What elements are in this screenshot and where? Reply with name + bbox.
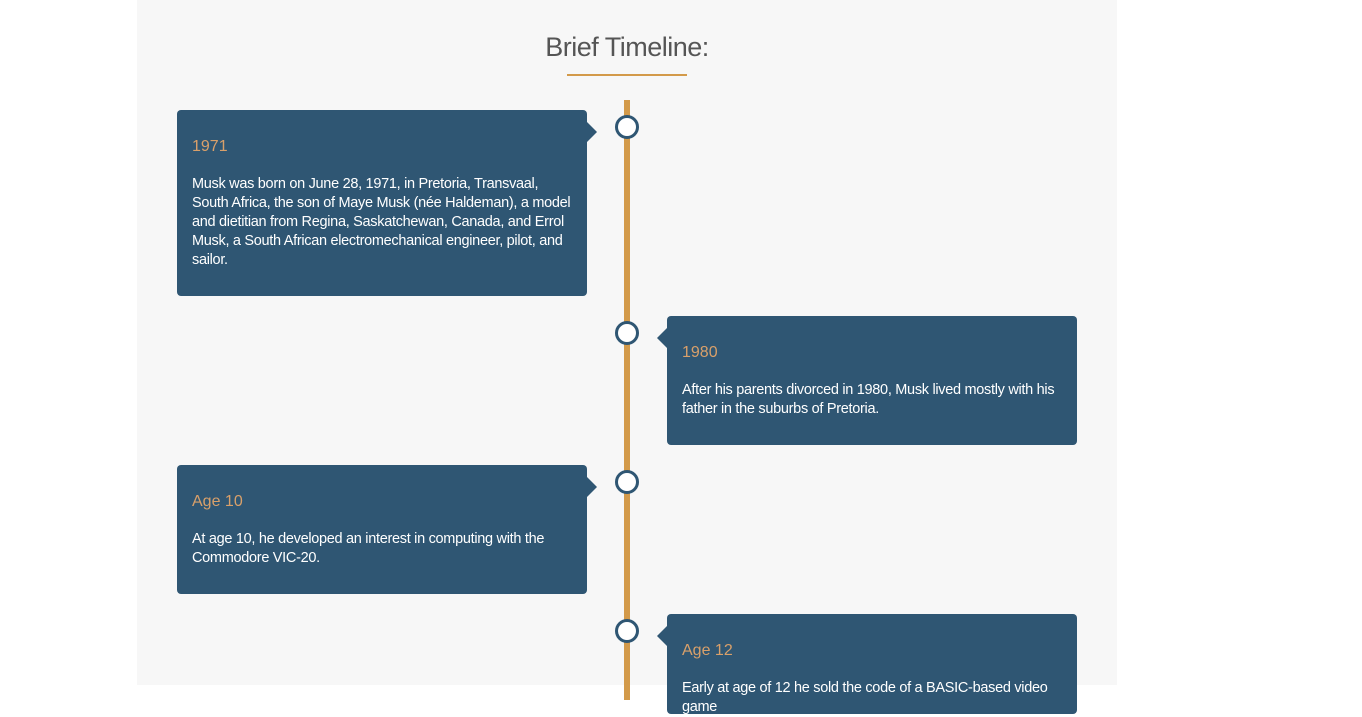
event-year: Age 10	[192, 493, 243, 510]
event-text: After his parents divorced in 1980, Musk…	[682, 382, 1055, 417]
event-text: At age 10, he developed an interest in c…	[192, 531, 545, 566]
title-underline	[567, 74, 687, 76]
timeline-dot	[615, 470, 639, 494]
event-card: Age 12 Early at age of 12 he sold the co…	[657, 614, 1077, 715]
event-card: Age 10 At age 10, he developed an intere…	[177, 465, 597, 594]
event-year: Age 12	[682, 642, 733, 659]
timeline-dot	[615, 115, 639, 139]
timeline-dot	[615, 619, 639, 643]
timeline-dot	[615, 321, 639, 345]
title: Brief Timeline:	[545, 32, 709, 62]
event-year: 1980	[682, 344, 718, 361]
event-card: 1971 Musk was born on June 28, 1971, in …	[177, 110, 597, 296]
page: Brief Timeline: 1971 Musk was born on Ju…	[137, 0, 1117, 715]
timeline-panel: Brief Timeline: 1971 Musk was born on Ju…	[137, 0, 1117, 715]
event-year: 1971	[192, 138, 228, 155]
timeline-line	[624, 100, 630, 700]
event-text: Musk was born on June 28, 1971, in Preto…	[192, 176, 571, 268]
event-card: 1980 After his parents divorced in 1980,…	[657, 316, 1077, 445]
